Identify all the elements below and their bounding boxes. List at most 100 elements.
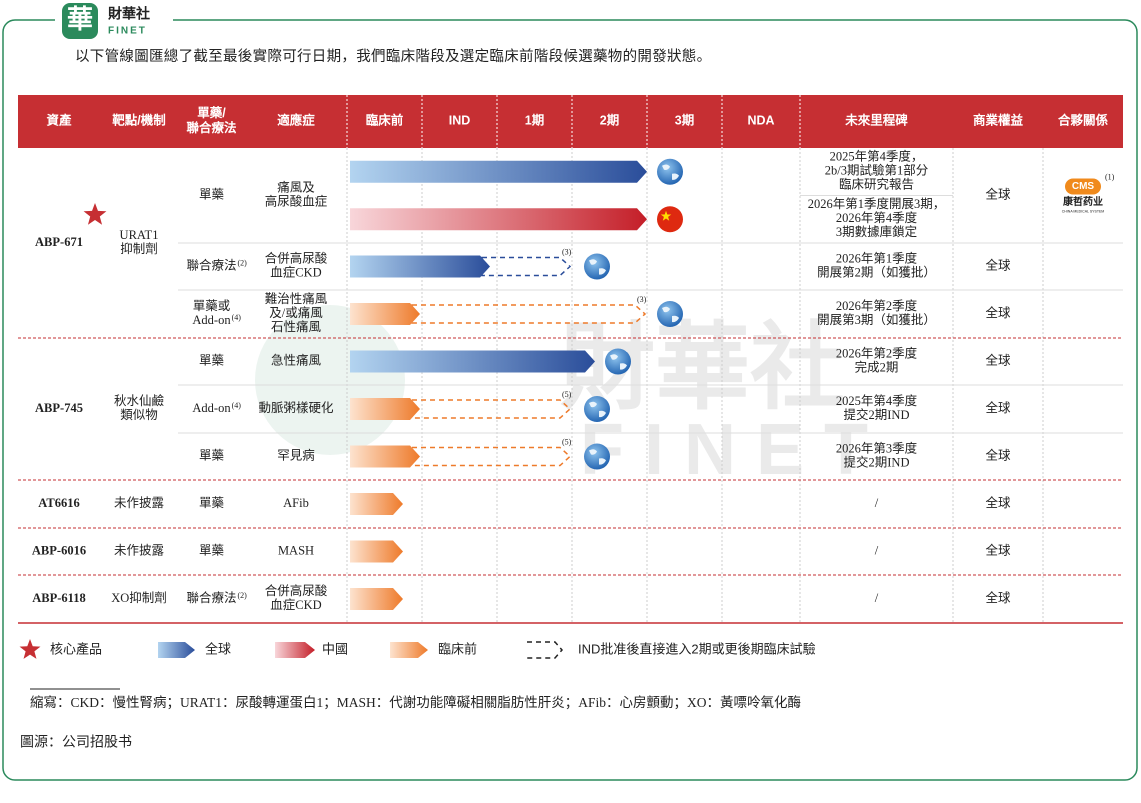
rights: 全球 — [985, 186, 1011, 201]
intro: 以下管線圖匯總了截至最後實際可行日期，我們臨床階段及選定臨床前階段候選藥物的開發… — [75, 47, 711, 65]
dashed-arrow — [411, 446, 572, 467]
abbreviations: 縮寫：CKD：慢性腎病；URAT1：尿酸轉運蛋白1；MASH：代謝功能障礙相關脂… — [30, 694, 801, 711]
therapy: 聯合療法 — [186, 257, 236, 272]
milestone: 提交2期IND — [844, 407, 910, 422]
partner-logo-text: CMS — [1072, 181, 1095, 192]
bar-note: (5) — [562, 390, 572, 399]
legend-arrow — [390, 642, 428, 658]
milestone: 完成2期 — [855, 359, 899, 374]
globe-land — [610, 354, 627, 370]
legend-dashed — [527, 641, 563, 659]
milestone: 2026年第2季度 — [836, 298, 918, 313]
therapy: 單藥 — [199, 543, 225, 557]
indication: MASH — [278, 543, 314, 557]
globe-icon — [584, 443, 610, 470]
column-header: 單藥/ — [197, 105, 226, 120]
column-header: 商業權益 — [973, 112, 1024, 127]
milestone: / — [875, 591, 879, 605]
source: 圖源：公司招股书 — [20, 734, 132, 750]
therapy: 聯合療法 — [186, 590, 236, 605]
indication: 急性痛風 — [271, 352, 322, 367]
target: 秋水仙鹼 — [114, 393, 165, 408]
milestone: 2025年第4季度 — [836, 393, 918, 408]
column-header: 2期 — [600, 112, 619, 127]
legend-label: 中國 — [322, 641, 348, 656]
globe-land — [589, 449, 606, 465]
partner-logo — [1065, 178, 1101, 195]
indication: 血症CKD — [270, 597, 321, 612]
asset-name: ABP-6118 — [32, 591, 85, 605]
milestone: 2026年第1季度開展3期， — [808, 196, 946, 211]
milestone: / — [875, 543, 879, 557]
legend-star — [19, 639, 41, 659]
partner-sub: CHINA MEDICAL SYSTEM — [1062, 209, 1105, 213]
therapy: 單藥 — [199, 353, 225, 367]
milestone: 臨床研究報告 — [839, 177, 914, 192]
column-header: 靶點/機制 — [112, 112, 165, 127]
milestone: 開展第2期（如獲批） — [817, 264, 936, 279]
indication: 痛風及 — [277, 179, 315, 194]
column-header: 聯合療法 — [186, 120, 237, 135]
legend-label: 臨床前 — [438, 641, 477, 656]
globe-land — [662, 164, 679, 180]
indication: AFib — [283, 496, 309, 510]
therapy: 單藥 — [199, 496, 225, 510]
table-header — [18, 95, 1123, 148]
column-header: NDA — [747, 113, 774, 127]
progress-arrow — [350, 255, 490, 278]
rights: 全球 — [985, 400, 1011, 415]
target: 抑制劑 — [120, 241, 158, 256]
globe-icon — [584, 396, 610, 422]
indication: 血症CKD — [270, 264, 321, 279]
therapy-note: (4) — [232, 401, 242, 410]
progress-arrow — [350, 540, 403, 563]
column-header: 資產 — [46, 112, 72, 127]
indication: 石性痛風 — [271, 319, 322, 334]
partner-name: 康哲药业 — [1063, 195, 1103, 208]
legend-label: 核心產品 — [50, 641, 102, 656]
target: XO抑制劑 — [111, 590, 167, 605]
dashed-arrow — [411, 304, 647, 324]
milestone: / — [875, 496, 879, 510]
globe-icon — [657, 158, 683, 185]
milestone: 2b/3期試驗第1部分 — [825, 163, 928, 178]
therapy: Add-on — [192, 401, 231, 415]
column-header: 臨床前 — [366, 112, 404, 127]
milestone: 2025年第4季度， — [830, 149, 924, 164]
therapy: 單藥 — [199, 187, 225, 201]
rights: 全球 — [985, 305, 1011, 320]
rights: 全球 — [985, 447, 1011, 462]
progress-arrow — [350, 493, 403, 515]
target: URAT1 — [120, 228, 159, 242]
milestone: 2026年第1季度 — [836, 250, 918, 265]
rights: 全球 — [985, 495, 1011, 510]
progress-arrow — [350, 303, 420, 325]
legend-label: IND批准後直接進入2期或更後期臨床試驗 — [578, 641, 816, 656]
watermark-sub: FINET — [580, 410, 888, 490]
therapy-note: (2) — [238, 591, 248, 600]
target: 類似物 — [120, 408, 158, 422]
column-header: 1期 — [525, 112, 544, 127]
progress-arrow — [350, 208, 647, 231]
rights: 全球 — [985, 542, 1011, 557]
indication: 罕見病 — [277, 447, 315, 462]
column-header: IND — [449, 113, 471, 127]
milestone: 2026年第3季度 — [836, 440, 918, 455]
logo-mark-bg — [62, 3, 98, 39]
progress-arrow — [350, 350, 595, 373]
target: 未作披露 — [114, 543, 165, 557]
milestone: 2026年第4季度 — [836, 210, 918, 225]
target: 未作披露 — [114, 496, 165, 510]
progress-arrow — [350, 398, 420, 420]
china-flag — [657, 206, 683, 233]
indication: 難治性痛風 — [265, 291, 328, 306]
dashed-arrow — [411, 399, 572, 419]
asset-name: ABP-6016 — [32, 543, 86, 557]
globe-icon — [657, 301, 683, 327]
legend-label: 全球 — [205, 641, 231, 656]
therapy: 單藥 — [199, 448, 225, 462]
column-header: 合夥關係 — [1058, 112, 1109, 127]
progress-arrow — [350, 588, 403, 610]
rights: 全球 — [985, 257, 1011, 272]
